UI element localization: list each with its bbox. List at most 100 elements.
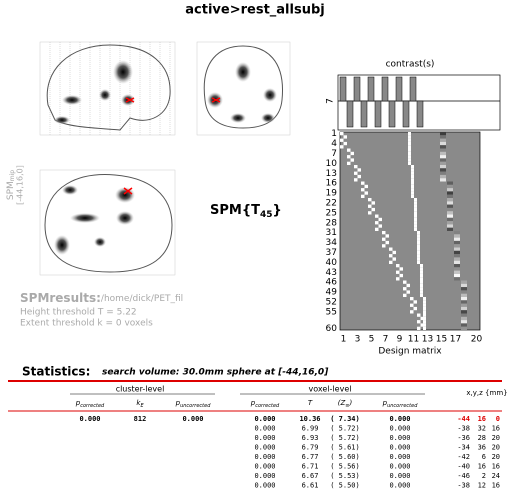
dm-cell — [408, 135, 411, 139]
cell: 0.000 — [254, 425, 275, 433]
dm-cell — [447, 181, 453, 185]
dm-cell — [454, 267, 460, 271]
dm-cell — [389, 254, 393, 258]
dm-cell — [447, 191, 453, 195]
dm-cell — [420, 323, 424, 327]
dm-cell — [461, 313, 467, 317]
contrast-bar — [388, 100, 396, 128]
coord: -38 — [457, 425, 470, 433]
dm-cell — [385, 240, 389, 245]
dm-cell — [420, 264, 423, 268]
dm-cell — [411, 171, 414, 175]
coord: 16 — [478, 415, 486, 423]
dm-cell — [371, 201, 375, 205]
contrast-bar — [339, 76, 347, 102]
dm-cell — [440, 138, 446, 142]
cell: ( 5.53) — [330, 472, 360, 480]
title: active>rest_allsubj — [185, 3, 324, 18]
dm-cell — [408, 132, 411, 136]
dm-cell — [417, 254, 420, 258]
dm-cell — [461, 300, 467, 304]
contrast-bar — [409, 76, 417, 102]
dm-cell — [368, 211, 372, 215]
dm-cell — [420, 277, 423, 281]
cell: 0.000 — [389, 482, 410, 490]
dm-cell — [447, 188, 453, 192]
cell: 10.36 — [299, 415, 320, 423]
dm-cell — [396, 270, 400, 274]
dm-col-label: 17 — [450, 335, 461, 345]
cell: 0.000 — [389, 444, 410, 452]
dm-cell — [454, 247, 460, 251]
dm-cell — [420, 316, 424, 321]
coord: 20 — [492, 434, 500, 442]
dm-cell — [406, 283, 410, 288]
dm-cell — [408, 141, 411, 146]
coord: 12 — [478, 482, 486, 490]
dm-cell — [423, 297, 426, 301]
dm-cell — [411, 168, 414, 172]
contrast-bar — [395, 76, 403, 102]
dm-cell — [411, 191, 414, 195]
dm-cell — [417, 326, 421, 330]
dm-cell — [403, 287, 407, 291]
cell: 0.000 — [254, 463, 275, 471]
dm-cell — [414, 227, 417, 231]
dm-cell — [447, 198, 453, 202]
dm-cell — [399, 273, 403, 278]
cell: 0.000 — [389, 453, 410, 461]
cell: 0.000 — [389, 472, 410, 480]
dm-cell — [417, 313, 421, 317]
cell: ( 7.34) — [330, 415, 360, 423]
dm-cell — [354, 178, 358, 182]
dm-cell — [440, 132, 446, 136]
dm-cell — [417, 247, 420, 251]
dm-cell — [385, 234, 389, 238]
cell: 6.93 — [302, 434, 319, 442]
dm-col-label: 9 — [397, 335, 403, 345]
dm-cell — [406, 290, 410, 294]
dm-cell — [399, 267, 403, 271]
dm-col-label: 13 — [422, 335, 433, 345]
dm-cell — [423, 306, 426, 311]
dm-cell — [417, 260, 420, 264]
dm-cell — [461, 297, 467, 301]
dm-cell — [408, 138, 411, 142]
header-symbol: p — [382, 399, 388, 407]
dm-cell — [343, 135, 347, 139]
dm-cell — [414, 224, 417, 228]
mip-label: SPMmip — [6, 170, 16, 200]
dm-cell — [447, 214, 453, 218]
dm-cell — [414, 201, 417, 205]
statistics-label: Statistics: — [22, 365, 90, 379]
header-sub: corrected — [255, 403, 280, 409]
dm-cell — [447, 184, 453, 189]
dm-cell — [411, 184, 414, 189]
cell: 6.77 — [302, 453, 319, 461]
dm-cell — [347, 155, 351, 159]
dm-cell — [461, 290, 467, 294]
cell: 0.000 — [389, 415, 410, 423]
cell: 0.000 — [389, 463, 410, 471]
dm-cell — [417, 231, 420, 235]
dm-cell — [382, 237, 386, 241]
dm-cell — [454, 244, 460, 248]
dm-cell — [408, 151, 411, 156]
dm-cell — [423, 300, 426, 304]
dm-cell — [417, 240, 420, 245]
column-header: kE — [136, 399, 144, 409]
dm-row-label: 7 — [331, 149, 337, 159]
dm-cell — [357, 174, 361, 179]
dm-cell — [340, 132, 344, 136]
header-sub: uncorrected — [387, 403, 418, 409]
dm-cell — [454, 264, 460, 268]
coord: -42 — [457, 453, 470, 461]
dm-cell — [354, 165, 358, 169]
dm-cell — [361, 194, 365, 198]
dm-cell — [414, 214, 417, 218]
dm-cell — [454, 254, 460, 258]
coord: 16 — [492, 463, 500, 471]
coord: 32 — [478, 425, 486, 433]
contrast-bar — [367, 76, 375, 102]
